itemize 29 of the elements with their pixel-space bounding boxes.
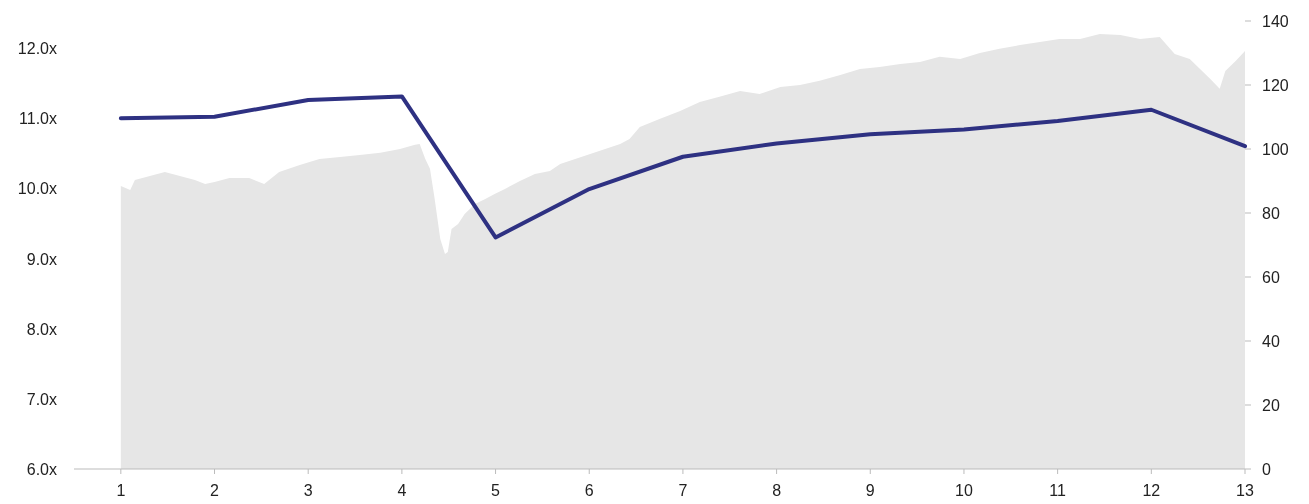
x-tick-label: 8 xyxy=(772,482,782,499)
y-tick-label: 12.0x xyxy=(17,40,57,57)
x-tick-label: 4 xyxy=(397,482,407,499)
x-tick-label: 11 xyxy=(1049,482,1067,499)
y-tick-label: 11.0x xyxy=(19,110,57,128)
y2-tick-label: 20 xyxy=(1262,397,1280,414)
y2-tick-label: 60 xyxy=(1262,269,1280,286)
x-tick-label: 9 xyxy=(865,482,875,499)
x-tick-label: 1 xyxy=(116,482,126,499)
y2-tick-label: 40 xyxy=(1262,333,1280,350)
x-tick-label: 13 xyxy=(1236,482,1254,499)
x-tick-label: 3 xyxy=(303,482,313,499)
y-tick-label: 8.0x xyxy=(26,320,57,338)
y-tick-label: 7.0x xyxy=(26,390,57,408)
y-tick-label: 6.0x xyxy=(26,461,57,478)
x-tick-label: 10 xyxy=(955,482,973,499)
line-series xyxy=(118,94,1247,240)
y2-tick-label: 80 xyxy=(1262,205,1280,222)
y2-tick-label: 0 xyxy=(1262,461,1271,478)
y2-tick-label: 100 xyxy=(1262,141,1289,158)
x-tick-label: 2 xyxy=(210,482,220,499)
x-tick-label: 7 xyxy=(678,482,688,499)
y-tick-label: 9.0x xyxy=(26,250,57,268)
x-tick-label: 6 xyxy=(584,482,594,499)
x-tick-label: 12 xyxy=(1142,482,1161,499)
y-tick-label: 10.0x xyxy=(17,180,57,198)
x-tick-label: 5 xyxy=(491,482,501,499)
y2-tick-label: 140 xyxy=(1262,13,1289,30)
y2-tick-label: 120 xyxy=(1262,77,1289,94)
